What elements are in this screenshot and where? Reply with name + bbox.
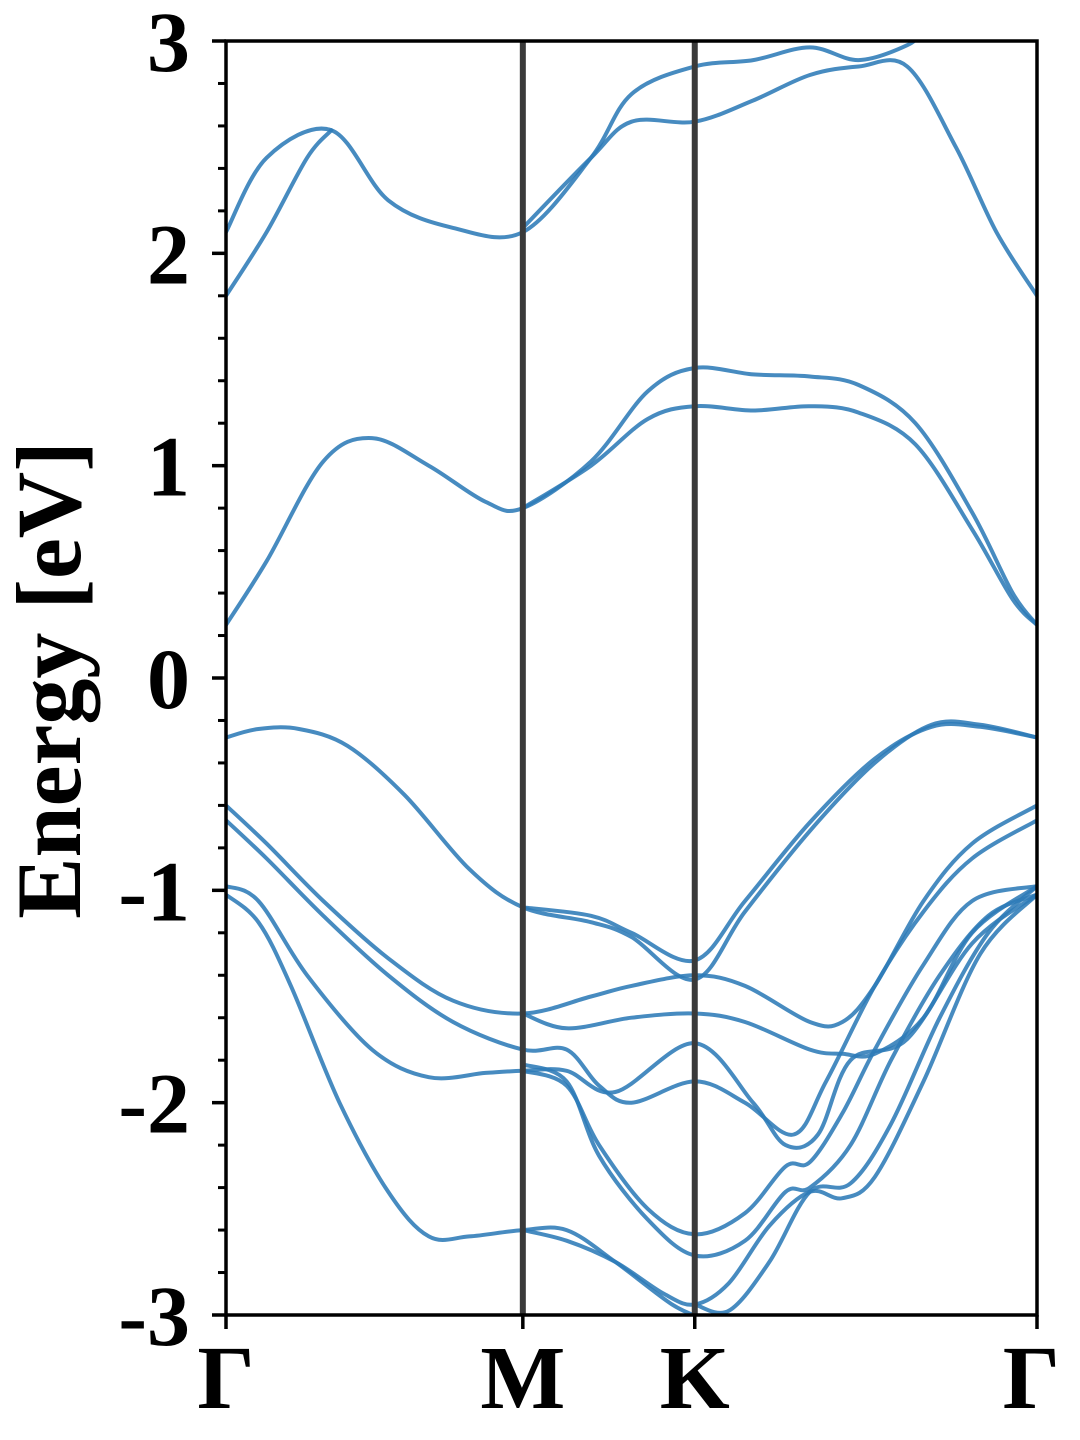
- y-tick-label: -2: [118, 1056, 190, 1152]
- band-line-2: [520, 58, 1037, 298]
- band-line-7: [520, 722, 1037, 964]
- band-line-13: [520, 884, 1037, 1237]
- y-tick-label: -1: [118, 843, 190, 939]
- x-tick-label-Γ: Γ: [197, 1329, 254, 1428]
- y-tick-label: 0: [147, 631, 190, 727]
- x-tick-label-K: K: [660, 1329, 730, 1428]
- band-line-8: [226, 803, 1037, 1029]
- band-line-14: [520, 892, 1037, 1259]
- band-line-3: [226, 128, 334, 298]
- band-line-16: [692, 884, 1037, 1315]
- y-axis-ticks: -3 -2 -1 0 1 2 3: [118, 0, 226, 1364]
- band-line-5: [520, 403, 1037, 627]
- band-line-15: [520, 892, 1037, 1307]
- y-tick-label: 3: [147, 0, 190, 90]
- x-tick-label-Γ: Γ: [1003, 1329, 1060, 1428]
- band-lines: [226, 41, 1037, 1315]
- kpath-vertical-lines: [519, 41, 698, 1315]
- band-line-9: [226, 818, 1037, 1137]
- band-line-6: [226, 719, 1037, 982]
- band-line-1: [226, 41, 918, 240]
- band-line-10: [520, 884, 1037, 1059]
- band-line-11: [226, 884, 1037, 1150]
- y-tick-label: 2: [147, 206, 190, 302]
- y-tick-label: -3: [118, 1268, 190, 1364]
- y-tick-label: 1: [147, 419, 190, 515]
- band-line-4: [226, 365, 1037, 627]
- y-axis-label: Energy [eV]: [0, 441, 100, 919]
- x-tick-label-M: M: [480, 1329, 565, 1428]
